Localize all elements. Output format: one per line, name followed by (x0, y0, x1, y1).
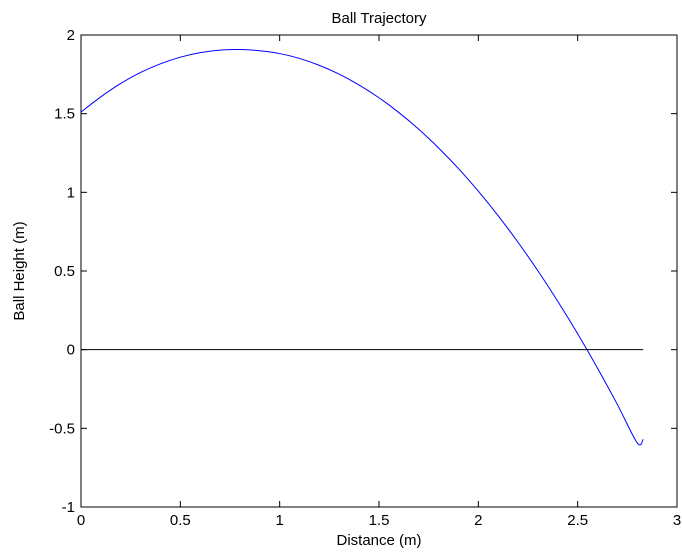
x-tick-label: 2.5 (567, 512, 588, 529)
x-tick-label: 1 (275, 512, 283, 529)
series-0 (80, 48, 644, 446)
x-tick-label: 2 (474, 512, 482, 529)
y-tick-label: 1 (67, 184, 75, 201)
ticks-layer: 0 0.5 1 1.5 2 2.5 3 -1 -0.5 0 0.5 1 1.5 2 (49, 27, 681, 529)
x-tick-label: 3 (673, 512, 681, 529)
y-tick-label: 2 (67, 27, 75, 44)
plot-area (80, 34, 678, 508)
y-tick-label: -0.5 (49, 420, 75, 437)
y-tick-label: 0 (67, 342, 75, 359)
x-tick-label: 0 (77, 512, 85, 529)
x-axis-label: Distance (m) (336, 532, 421, 549)
chart-title: Ball Trajectory (331, 10, 427, 27)
y-tick-label: -1 (62, 499, 75, 516)
x-tick-label: 0.5 (170, 512, 191, 529)
x-tick-label: 1.5 (369, 512, 390, 529)
y-axis-label: Ball Height (m) (11, 221, 28, 320)
series-layer (80, 48, 644, 446)
series-line-0 (80, 48, 644, 446)
y-tick-label: 1.5 (54, 106, 75, 123)
y-tick-label: 0.5 (54, 263, 75, 280)
